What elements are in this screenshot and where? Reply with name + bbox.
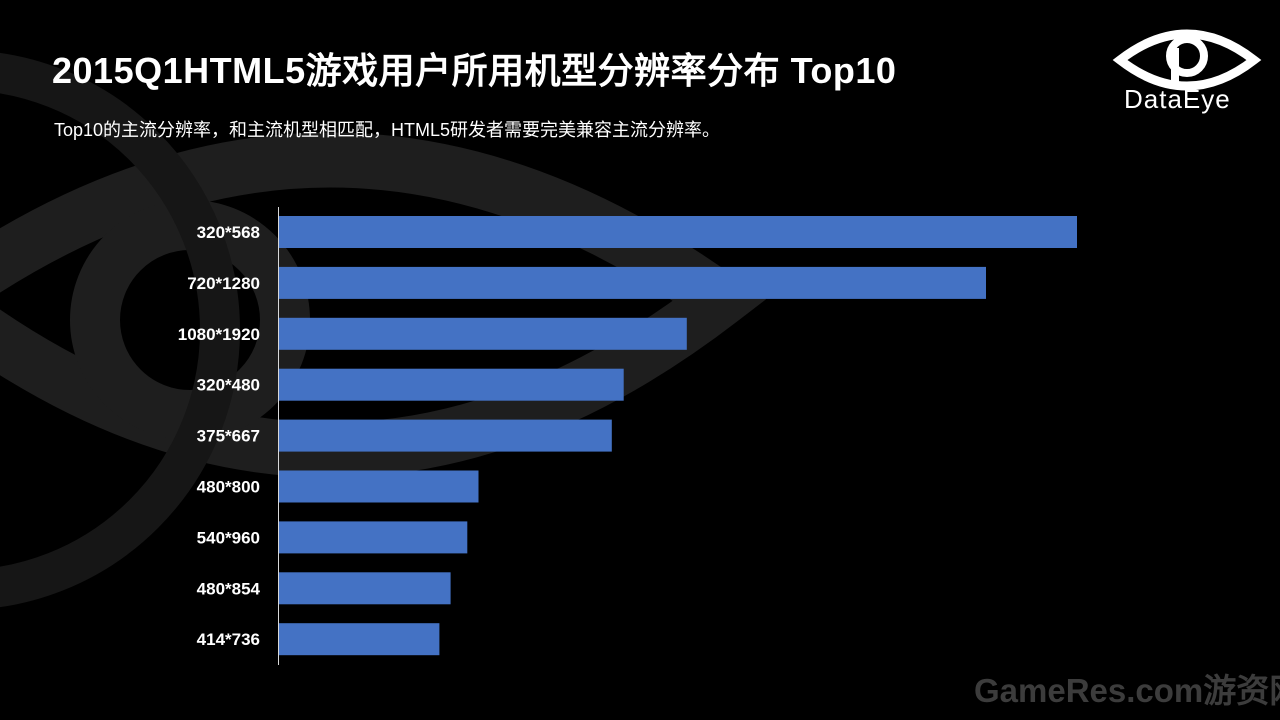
watermark: GameRes.com游资网 — [974, 672, 1280, 709]
bar-375*667 — [279, 419, 612, 452]
brand-name: DataEye — [1124, 84, 1231, 114]
category-label: 1080*1920 — [178, 325, 260, 344]
bar-1080*1920 — [279, 317, 687, 350]
category-label-group: 320*568 720*1280 1080*1920 320*480 375*667 48… — [178, 223, 261, 649]
bar-540*960 — [279, 521, 468, 554]
category-label: 480*800 — [197, 478, 260, 497]
category-label: 540*960 — [197, 528, 260, 547]
bar-414*736 — [279, 623, 440, 656]
bar-320*568 — [279, 216, 1077, 248]
bar-720*1280 — [279, 266, 986, 299]
category-label: 480*854 — [197, 579, 261, 598]
bar-group — [279, 216, 1077, 656]
category-label: 375*667 — [197, 427, 260, 446]
page-subtitle: Top10的主流分辨率，和主流机型相匹配，HTML5研发者需要完美兼容主流分辨率… — [54, 120, 721, 140]
bar-480*800 — [279, 470, 479, 503]
page-title: 2015Q1HTML5游戏用户所用机型分辨率分布 Top10 — [52, 50, 897, 91]
bar-480*854 — [279, 572, 451, 605]
category-label: 414*736 — [197, 630, 260, 649]
category-label: 320*568 — [197, 223, 260, 242]
category-label: 320*480 — [197, 376, 260, 395]
eye-icon — [1112, 29, 1262, 91]
bar-320*480 — [279, 368, 624, 401]
category-label: 720*1280 — [187, 274, 260, 293]
